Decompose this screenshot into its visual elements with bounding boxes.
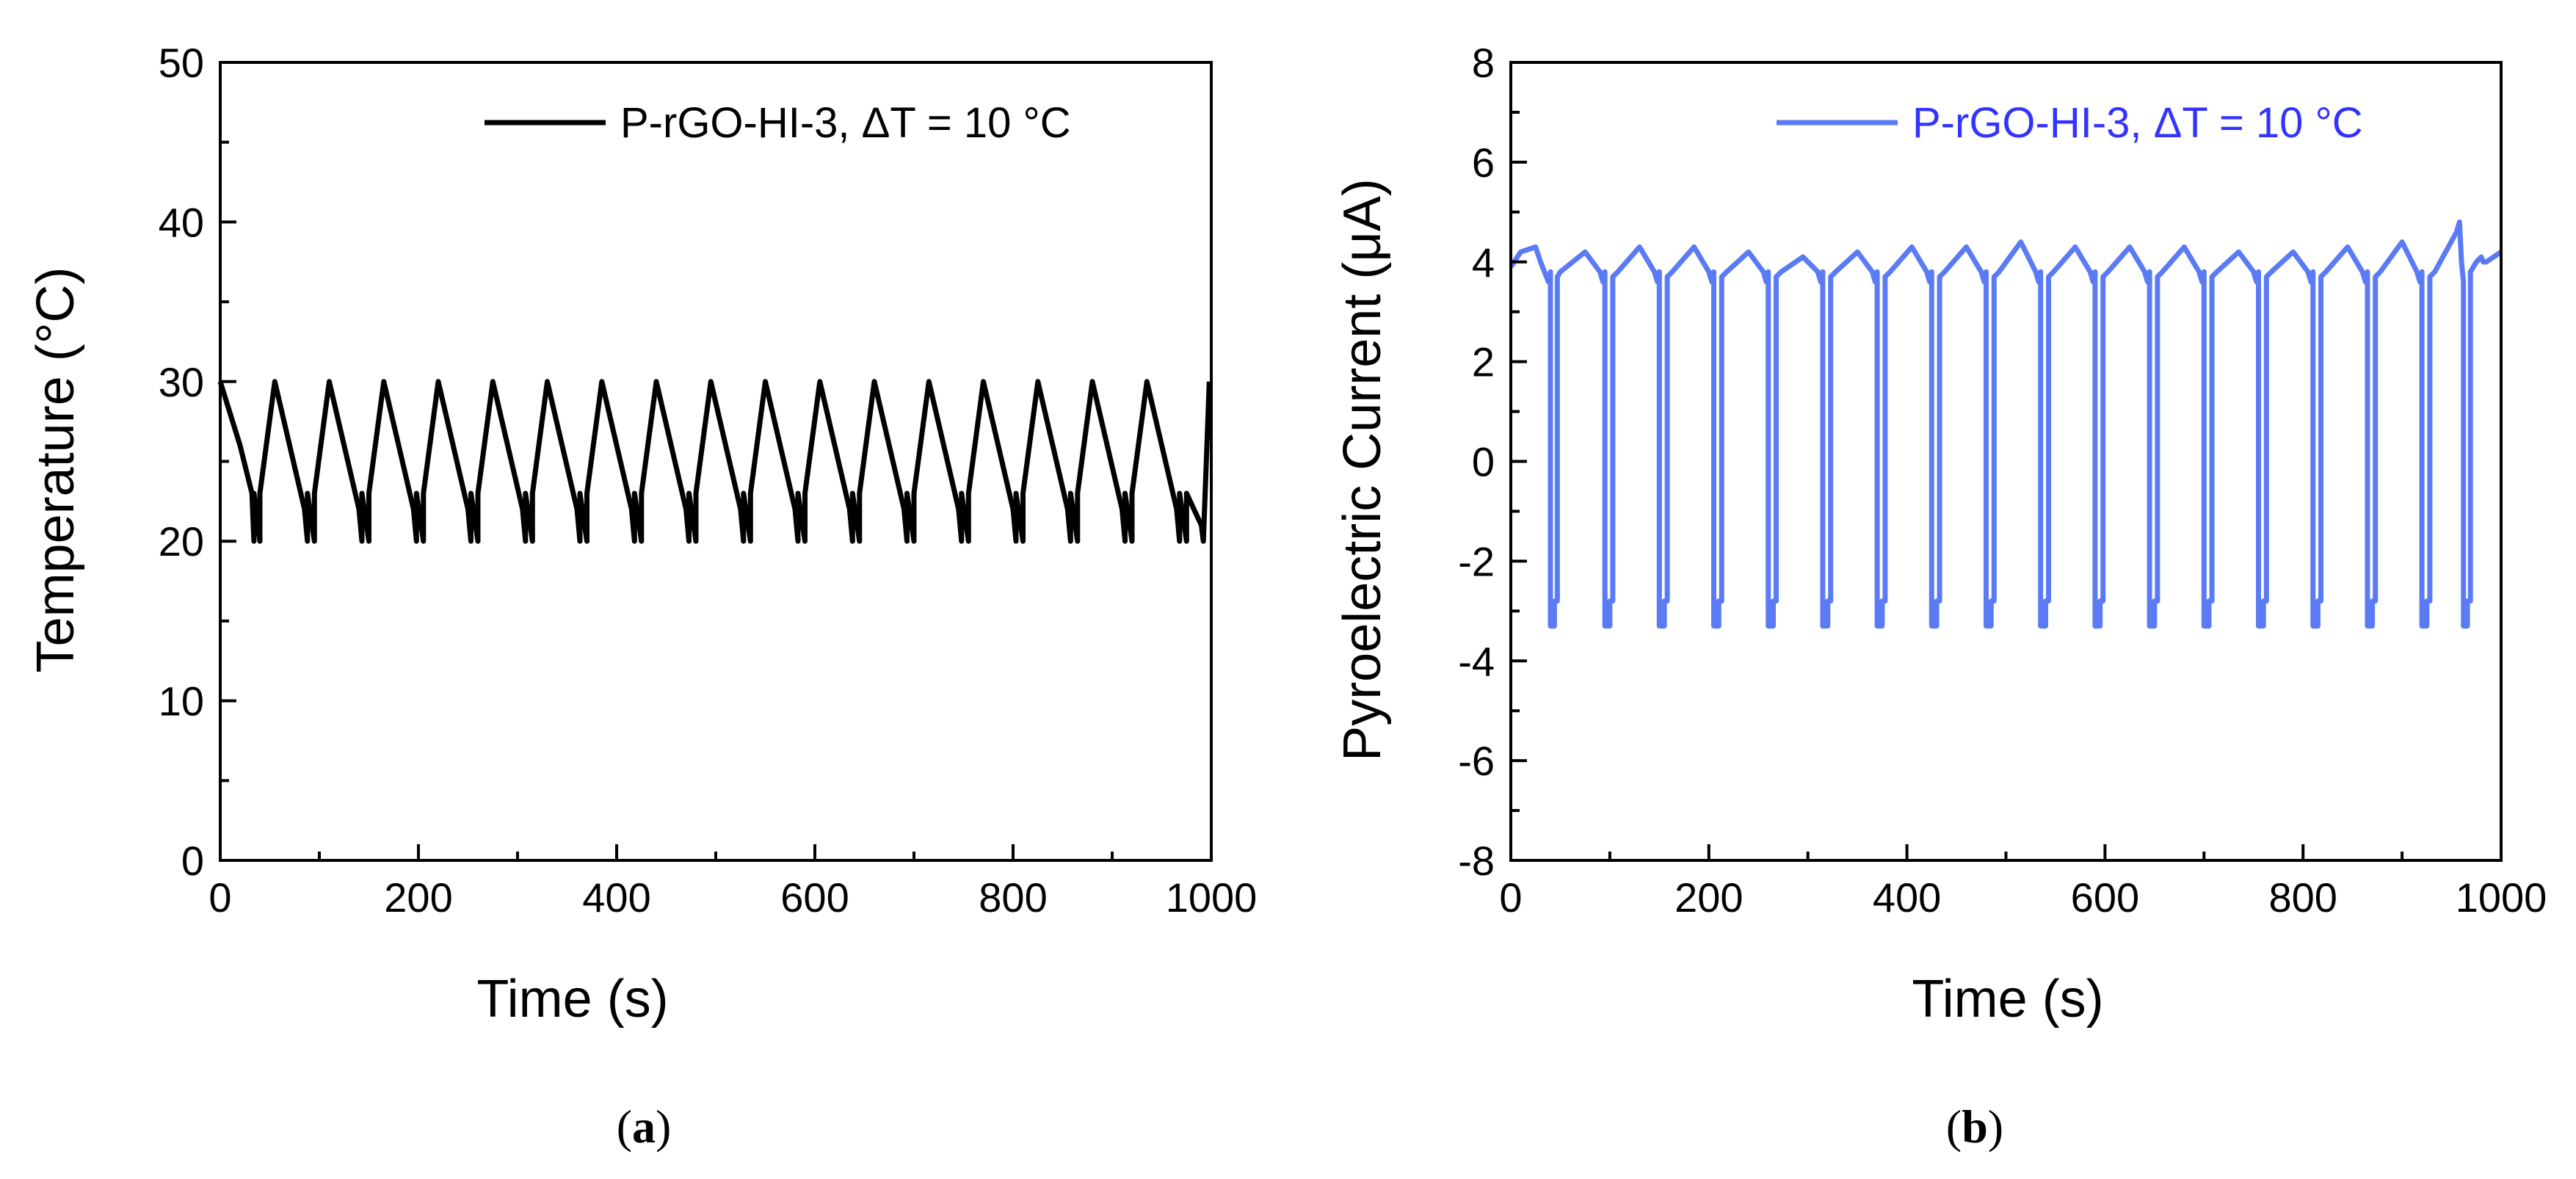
y-tick-label-b-3: -2 <box>1458 538 1495 584</box>
x-tick-label-b-2: 400 <box>1873 874 1941 921</box>
plot-area-b: 0 200 400 600 800 1000 -8 -6 -4 -2 0 2 4 6 8 <box>1458 40 2547 921</box>
y-tick-label-a-4: 40 <box>159 199 204 245</box>
y-tick-label-b-5: 2 <box>1472 339 1495 385</box>
x-tick-label-a-5: 1000 <box>1166 874 1258 921</box>
panel-letter-a: a <box>632 1100 656 1153</box>
y-tick-label-a-5: 50 <box>159 40 204 86</box>
x-tick-label-a-0: 0 <box>208 874 231 921</box>
plot-area-a: 0 200 400 600 800 1000 0 10 20 30 40 50 <box>159 40 1258 921</box>
y-tick-label-b-4: 0 <box>1472 439 1495 485</box>
axis-frame-a <box>219 61 1213 862</box>
y-tick-label-b-0: -8 <box>1458 838 1495 884</box>
series-line-b-0 <box>1509 219 2503 629</box>
y-tick-label-a-0: 0 <box>181 838 204 884</box>
y-tick-label-b-2: -4 <box>1458 638 1495 684</box>
y-axis-title-b: Pyroelectric Current (μA) <box>1333 178 1392 761</box>
x-tick-label-b-5: 1000 <box>2456 874 2547 921</box>
x-axis-title-a: Time (s) <box>476 970 668 1029</box>
panel-a: 0 200 400 600 800 1000 0 10 20 30 40 50 Time (s) Te… <box>26 40 1257 1153</box>
y-tick-label-a-2: 20 <box>159 518 204 565</box>
y-tick-label-b-8: 8 <box>1472 40 1495 86</box>
x-tick-label-b-1: 200 <box>1675 874 1743 921</box>
legend-label-a: P-rGO-HI-3, ΔT = 10 °C <box>620 99 1071 147</box>
y-tick-label-b-1: -6 <box>1458 738 1495 784</box>
x-tick-label-a-3: 600 <box>780 874 849 921</box>
x-tick-label-b-3: 600 <box>2071 874 2139 921</box>
y-tick-label-a-3: 30 <box>159 359 204 405</box>
y-tick-label-b-6: 4 <box>1472 239 1495 286</box>
x-tick-label-a-2: 400 <box>582 874 650 921</box>
series-line-a-0 <box>217 379 1212 544</box>
panel-letter-b: b <box>1962 1100 1988 1153</box>
legend-label-b: P-rGO-HI-3, ΔT = 10 °C <box>1912 99 2363 147</box>
x-tick-label-b-0: 0 <box>1499 874 1522 921</box>
x-tick-label-a-4: 800 <box>979 874 1047 921</box>
x-axis-title-b: Time (s) <box>1912 970 2103 1029</box>
x-tick-label-a-1: 200 <box>384 874 452 921</box>
y-tick-label-b-7: 6 <box>1472 139 1495 186</box>
panel-label-a: (a) <box>617 1100 672 1153</box>
y-tick-label-a-1: 10 <box>159 678 204 725</box>
panel-label-b: (b) <box>1946 1100 2003 1153</box>
y-axis-title-a: Temperature (°C) <box>26 267 85 673</box>
x-tick-label-b-4: 800 <box>2268 874 2337 921</box>
